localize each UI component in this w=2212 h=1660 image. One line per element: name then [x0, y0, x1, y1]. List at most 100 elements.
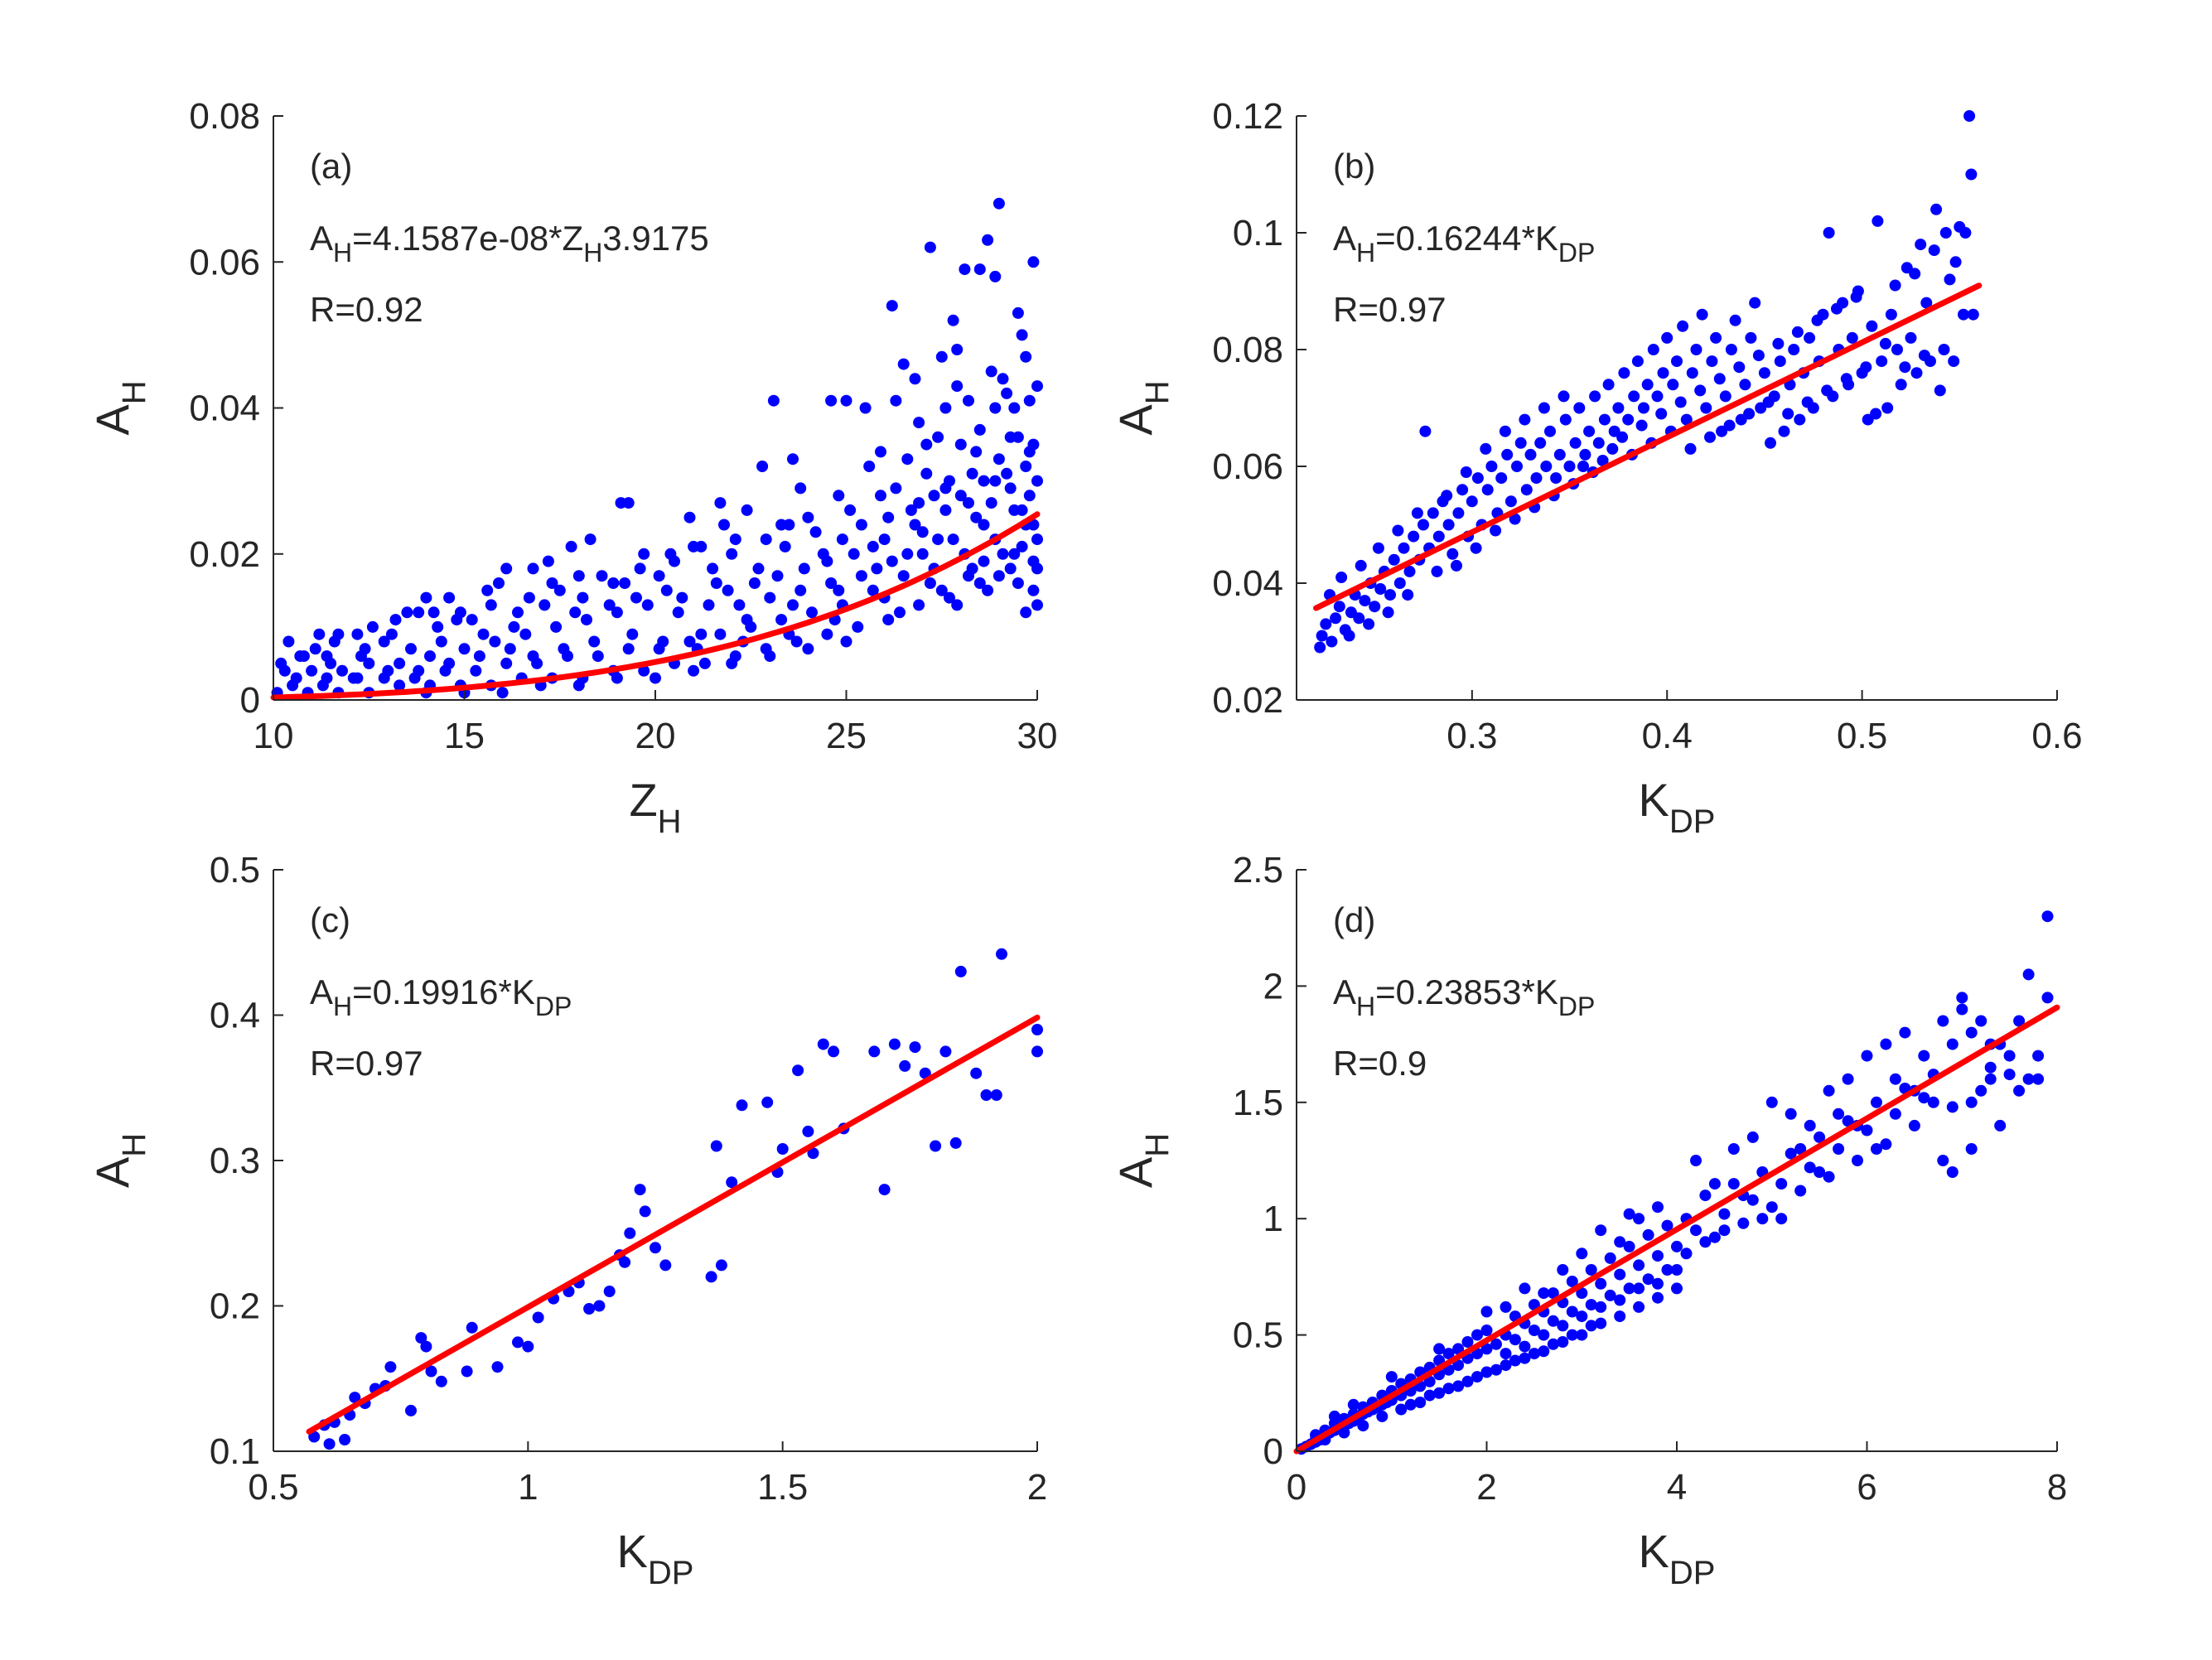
data-point	[1918, 1050, 1930, 1062]
data-point	[588, 635, 601, 648]
data-point	[1958, 308, 1969, 321]
data-point	[1633, 1259, 1645, 1272]
data-point	[1984, 1061, 1997, 1074]
data-point	[415, 1332, 427, 1344]
data-point	[966, 562, 978, 575]
data-point	[1452, 1343, 1465, 1355]
data-point	[1614, 1236, 1626, 1248]
data-point	[726, 548, 738, 560]
data-point	[1012, 577, 1024, 589]
data-point	[1490, 1338, 1502, 1350]
data-point	[1852, 1155, 1863, 1166]
data-point	[806, 606, 818, 619]
data-point	[323, 1438, 336, 1450]
data-point	[718, 519, 730, 531]
y-tick-label: 0	[1263, 1431, 1283, 1472]
data-point	[888, 1038, 901, 1050]
data-point	[2013, 1084, 2026, 1097]
data-point	[1642, 1273, 1654, 1286]
data-point	[1965, 1143, 1978, 1155]
data-point	[1963, 110, 1976, 122]
panel-c: 0.5 1 1.5 2 0.1 0.2 0.3 0.4 0.5 KDP AH (c) AH=0.1991…	[86, 850, 1047, 1591]
data-point	[424, 650, 436, 663]
data-point	[817, 1038, 829, 1050]
data-point	[1804, 331, 1816, 344]
data-point	[336, 664, 348, 677]
data-point	[1871, 1143, 1882, 1155]
data-point	[405, 1404, 417, 1416]
data-point	[593, 1300, 606, 1312]
data-point	[2032, 1073, 2045, 1085]
data-point	[1975, 1015, 1987, 1027]
data-point	[1814, 1131, 1826, 1143]
data-point	[1504, 495, 1517, 508]
data-point	[1385, 1371, 1398, 1383]
data-point	[275, 657, 287, 669]
y-tick-label: 0.08	[189, 96, 260, 137]
data-point	[1563, 461, 1576, 472]
x-tick-label: 0.5	[248, 1467, 298, 1508]
y-tick-label: 0.02	[189, 534, 260, 575]
data-point	[1667, 379, 1679, 391]
data-point	[1718, 1224, 1731, 1237]
data-point	[1519, 1340, 1531, 1353]
data-point	[1908, 1119, 1920, 1132]
data-point	[939, 402, 952, 414]
data-point	[1775, 1213, 1788, 1225]
data-point	[1008, 504, 1021, 516]
data-point	[809, 526, 822, 538]
data-point	[833, 584, 845, 596]
data-point	[1604, 1252, 1616, 1264]
data-point	[913, 497, 925, 509]
data-point	[527, 562, 539, 575]
data-point	[1788, 344, 1800, 355]
data-point	[1583, 425, 1596, 437]
data-point	[1558, 390, 1570, 403]
data-point	[949, 1136, 962, 1149]
x-axis-label: KDP	[617, 1525, 694, 1591]
data-point	[1031, 1024, 1043, 1035]
data-point	[1433, 1387, 1446, 1399]
data-point	[454, 606, 466, 619]
data-point	[1821, 384, 1833, 397]
data-point	[425, 1365, 437, 1378]
data-point	[990, 1089, 1002, 1101]
data-point	[1369, 601, 1381, 613]
data-point	[993, 570, 1005, 582]
data-point	[935, 584, 948, 596]
data-point	[715, 1259, 727, 1272]
data-point	[875, 446, 886, 458]
data-point	[703, 599, 715, 611]
data-point	[1402, 589, 1414, 601]
data-point	[683, 635, 696, 648]
data-point	[1576, 1310, 1588, 1323]
data-point	[1576, 1329, 1588, 1341]
data-point	[1804, 1119, 1816, 1132]
y-tick-label: 1.5	[1233, 1083, 1283, 1123]
data-point	[378, 635, 390, 648]
data-point	[1899, 361, 1911, 374]
data-point	[1866, 320, 1878, 332]
data-point	[413, 664, 425, 677]
data-point	[1823, 1170, 1835, 1183]
data-point	[867, 540, 879, 553]
data-point	[603, 1286, 616, 1297]
data-point	[1833, 1107, 1845, 1120]
x-tick-label: 25	[826, 716, 867, 756]
data-point	[1794, 413, 1806, 426]
data-point	[1547, 1315, 1559, 1327]
data-point	[840, 635, 852, 648]
data-point	[688, 540, 700, 553]
data-point	[741, 504, 753, 516]
data-point	[919, 1067, 931, 1079]
data-point	[1756, 1213, 1769, 1225]
data-point	[523, 591, 535, 604]
data-point	[1743, 408, 1756, 420]
data-point	[1566, 1305, 1578, 1318]
data-point	[306, 664, 318, 677]
x-axis-label: KDP	[1639, 774, 1716, 840]
data-point	[1441, 490, 1453, 502]
data-point	[1975, 1084, 1987, 1097]
data-point	[1393, 577, 1406, 589]
data-point	[1934, 384, 1946, 397]
